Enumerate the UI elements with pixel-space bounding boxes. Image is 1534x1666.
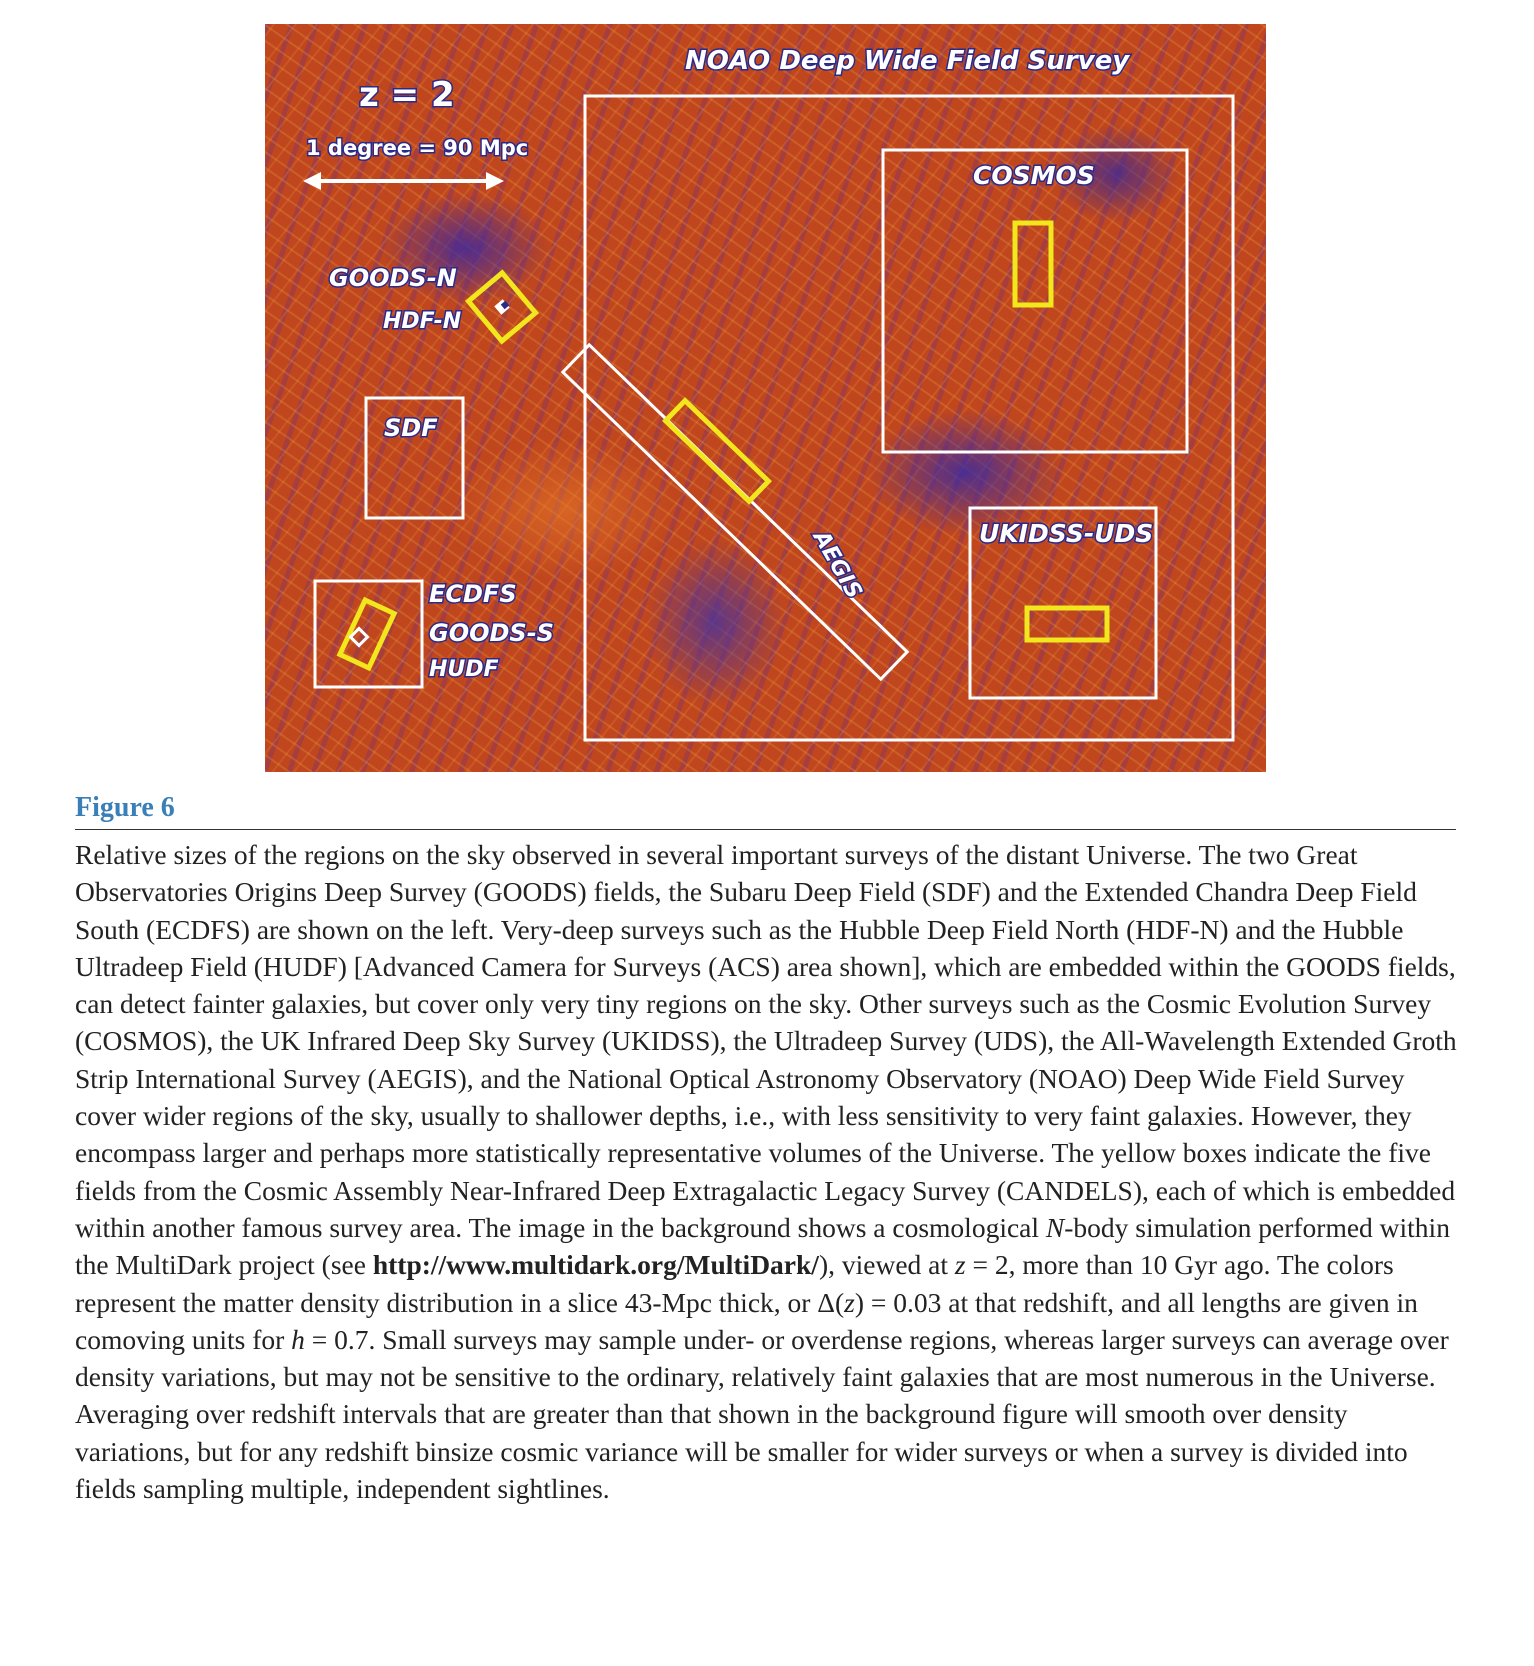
multidark-link[interactable]: http://www.multidark.org/MultiDark/ bbox=[372, 1249, 819, 1281]
candels-uds-box bbox=[1024, 605, 1110, 643]
aegis-box bbox=[560, 342, 910, 682]
ecdfs-box bbox=[313, 579, 424, 689]
cosmos-box bbox=[881, 148, 1189, 454]
scale-arrow bbox=[303, 172, 504, 190]
cosmos-label: COSMOS bbox=[973, 161, 1095, 190]
ukidss-uds-label: UKIDSS-UDS bbox=[979, 519, 1153, 548]
caption-text-6: = 0.7. Small surveys may sample under- o… bbox=[75, 1323, 1449, 1505]
noao-box bbox=[583, 94, 1235, 742]
ecdfs-label: ECDFS bbox=[429, 580, 517, 608]
caption-z2: z bbox=[844, 1286, 855, 1318]
sdf-box bbox=[364, 396, 465, 520]
caption-text-3: ), viewed at bbox=[818, 1249, 955, 1281]
caption-text-5: ) = 0.03 at that redshift, and all lengt… bbox=[75, 1286, 1418, 1355]
candels-aegis-box bbox=[662, 397, 772, 505]
figure-label: Figure 6 bbox=[75, 792, 175, 823]
goods-n-label: GOODS-N bbox=[329, 264, 457, 292]
candels-goods-n-box bbox=[464, 269, 540, 345]
caption-text-4: = 2, more than 10 Gyr ago. The colors re… bbox=[75, 1249, 1394, 1318]
caption-h: h bbox=[291, 1323, 305, 1355]
hudf-box bbox=[348, 626, 370, 648]
caption-rule bbox=[75, 829, 1456, 830]
redshift-label: z = 2 bbox=[359, 75, 455, 115]
survey-overlay: z = 2 1 degree = 90 Mpc NOAO Deep Wide F… bbox=[303, 45, 1235, 742]
sdf-label: SDF bbox=[384, 414, 438, 442]
candels-cosmos-box bbox=[1012, 220, 1054, 308]
caption-text-2: -body simulation performed within the Mu… bbox=[75, 1211, 1450, 1281]
hdf-n-label: HDF-N bbox=[383, 309, 461, 334]
scale-label: 1 degree = 90 Mpc bbox=[306, 136, 528, 160]
caption-text-1: Relative sizes of the regions on the sky… bbox=[75, 839, 1457, 1243]
caption-n: N bbox=[1045, 1211, 1065, 1243]
noao-label: NOAO Deep Wide Field Survey bbox=[685, 46, 1130, 76]
caption-z1: z bbox=[954, 1249, 966, 1281]
goods-s-label: GOODS-S bbox=[429, 619, 554, 647]
survey-footprint-figure: z = 2 1 degree = 90 Mpc NOAO Deep Wide F… bbox=[265, 24, 1266, 772]
hudf-label: HUDF bbox=[429, 657, 499, 682]
ukidss-uds-box bbox=[968, 506, 1158, 700]
figure-caption: Relative sizes of the regions on the sky… bbox=[75, 836, 1460, 1507]
candels-goods-s-box bbox=[336, 596, 398, 672]
